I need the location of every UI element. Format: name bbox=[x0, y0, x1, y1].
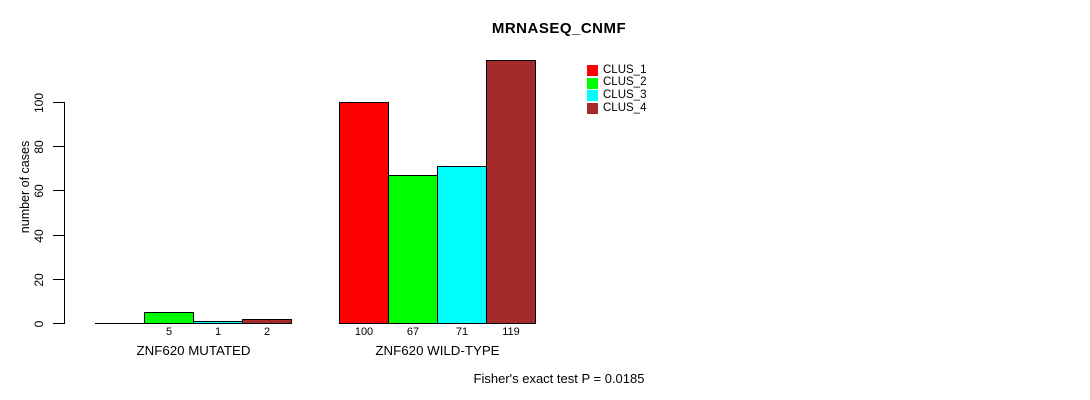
bar-value-label: 67 bbox=[406, 326, 420, 338]
legend-label: CLUS_1 bbox=[603, 63, 647, 76]
legend-swatch-clus-4 bbox=[587, 102, 598, 114]
bar-clus-4-znf620-mutated bbox=[242, 319, 292, 324]
bar-clus-3-znf620-mutated bbox=[193, 321, 243, 324]
legend-label: CLUS_3 bbox=[603, 88, 647, 101]
y-axis-tick-label: 0 bbox=[32, 320, 46, 327]
legend-swatch-clus-1 bbox=[587, 64, 598, 76]
x-group-label-znf620-wild-type: ZNF620 WILD-TYPE bbox=[375, 343, 500, 358]
legend-swatch-clus-2 bbox=[587, 77, 598, 89]
y-axis-tick-label: 80 bbox=[32, 139, 46, 154]
bar-value-label: 71 bbox=[455, 326, 469, 338]
annotation-fisher-test: Fisher's exact test P = 0.0185 bbox=[473, 371, 645, 386]
y-axis-tick-label: 60 bbox=[32, 183, 46, 198]
chart-title: MRNASEQ_CNMF bbox=[491, 20, 627, 37]
bar-value-label: 119 bbox=[502, 326, 520, 338]
y-axis-tick bbox=[53, 323, 64, 324]
y-axis-tick bbox=[53, 190, 64, 191]
y-axis-label: number of cases bbox=[18, 140, 32, 234]
bar-clus-3-znf620-wild-type bbox=[437, 166, 487, 324]
y-axis-tick-label: 40 bbox=[32, 228, 46, 243]
bar-value-label: 1 bbox=[214, 326, 222, 338]
legend-row-clus-3: CLUS_3 bbox=[587, 89, 646, 102]
legend-row-clus-2: CLUS_2 bbox=[587, 77, 646, 90]
bar-value-label: 100 bbox=[354, 326, 374, 338]
y-axis-tick bbox=[53, 235, 64, 236]
x-group-label-znf620-mutated: ZNF620 MUTATED bbox=[136, 343, 251, 358]
legend: CLUS_1 CLUS_2 CLUS_3 CLUS_4 bbox=[587, 64, 646, 115]
y-axis-tick-label: 100 bbox=[32, 92, 46, 113]
bar-clus-2-znf620-wild-type bbox=[388, 175, 438, 324]
y-axis-tick-label: 20 bbox=[32, 272, 46, 287]
y-axis-tick bbox=[53, 146, 64, 147]
legend-label: CLUS_4 bbox=[603, 101, 647, 114]
y-axis-tick bbox=[53, 279, 64, 280]
legend-row-clus-1: CLUS_1 bbox=[587, 64, 646, 77]
bar-clus-1-znf620-wild-type bbox=[339, 102, 389, 324]
legend-row-clus-4: CLUS_4 bbox=[587, 102, 646, 115]
bar-value-label: 5 bbox=[165, 326, 173, 338]
bar-clus-4-znf620-wild-type bbox=[486, 60, 536, 324]
legend-label: CLUS_2 bbox=[603, 76, 647, 89]
y-axis-line bbox=[64, 102, 65, 324]
bar-value-label: 2 bbox=[263, 326, 271, 338]
legend-swatch-clus-3 bbox=[587, 90, 598, 102]
y-axis-tick bbox=[53, 102, 64, 103]
bar-clus-2-znf620-mutated bbox=[144, 312, 194, 324]
